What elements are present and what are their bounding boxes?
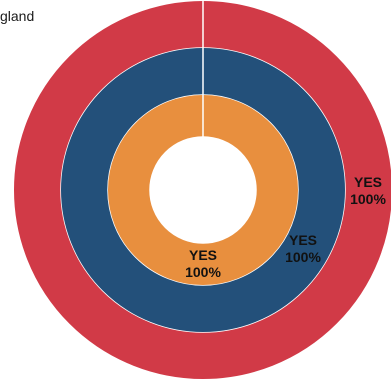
- ring-1-label-line-0: YES: [289, 232, 317, 248]
- labels-group: YES 100%YES 100%YES 100%: [185, 174, 386, 280]
- ring-2-data-label: YES 100%: [185, 247, 221, 280]
- ring-2-inner-edge: [149, 136, 257, 244]
- ring-2-label-line-1: 100%: [185, 264, 221, 280]
- ring-2-label-line-0: YES: [189, 247, 217, 263]
- legend-label: gland: [0, 8, 35, 24]
- ring-0-label-line-1: 100%: [350, 191, 386, 207]
- ring-1-data-label: YES 100%: [285, 232, 321, 265]
- ring-1-label-line-1: 100%: [285, 249, 321, 265]
- ring-0-data-label: YES 100%: [350, 174, 386, 207]
- rings-group: [14, 1, 391, 379]
- ring-0-label-line-0: YES: [354, 174, 382, 190]
- ring-2-slice-0: [108, 95, 298, 285]
